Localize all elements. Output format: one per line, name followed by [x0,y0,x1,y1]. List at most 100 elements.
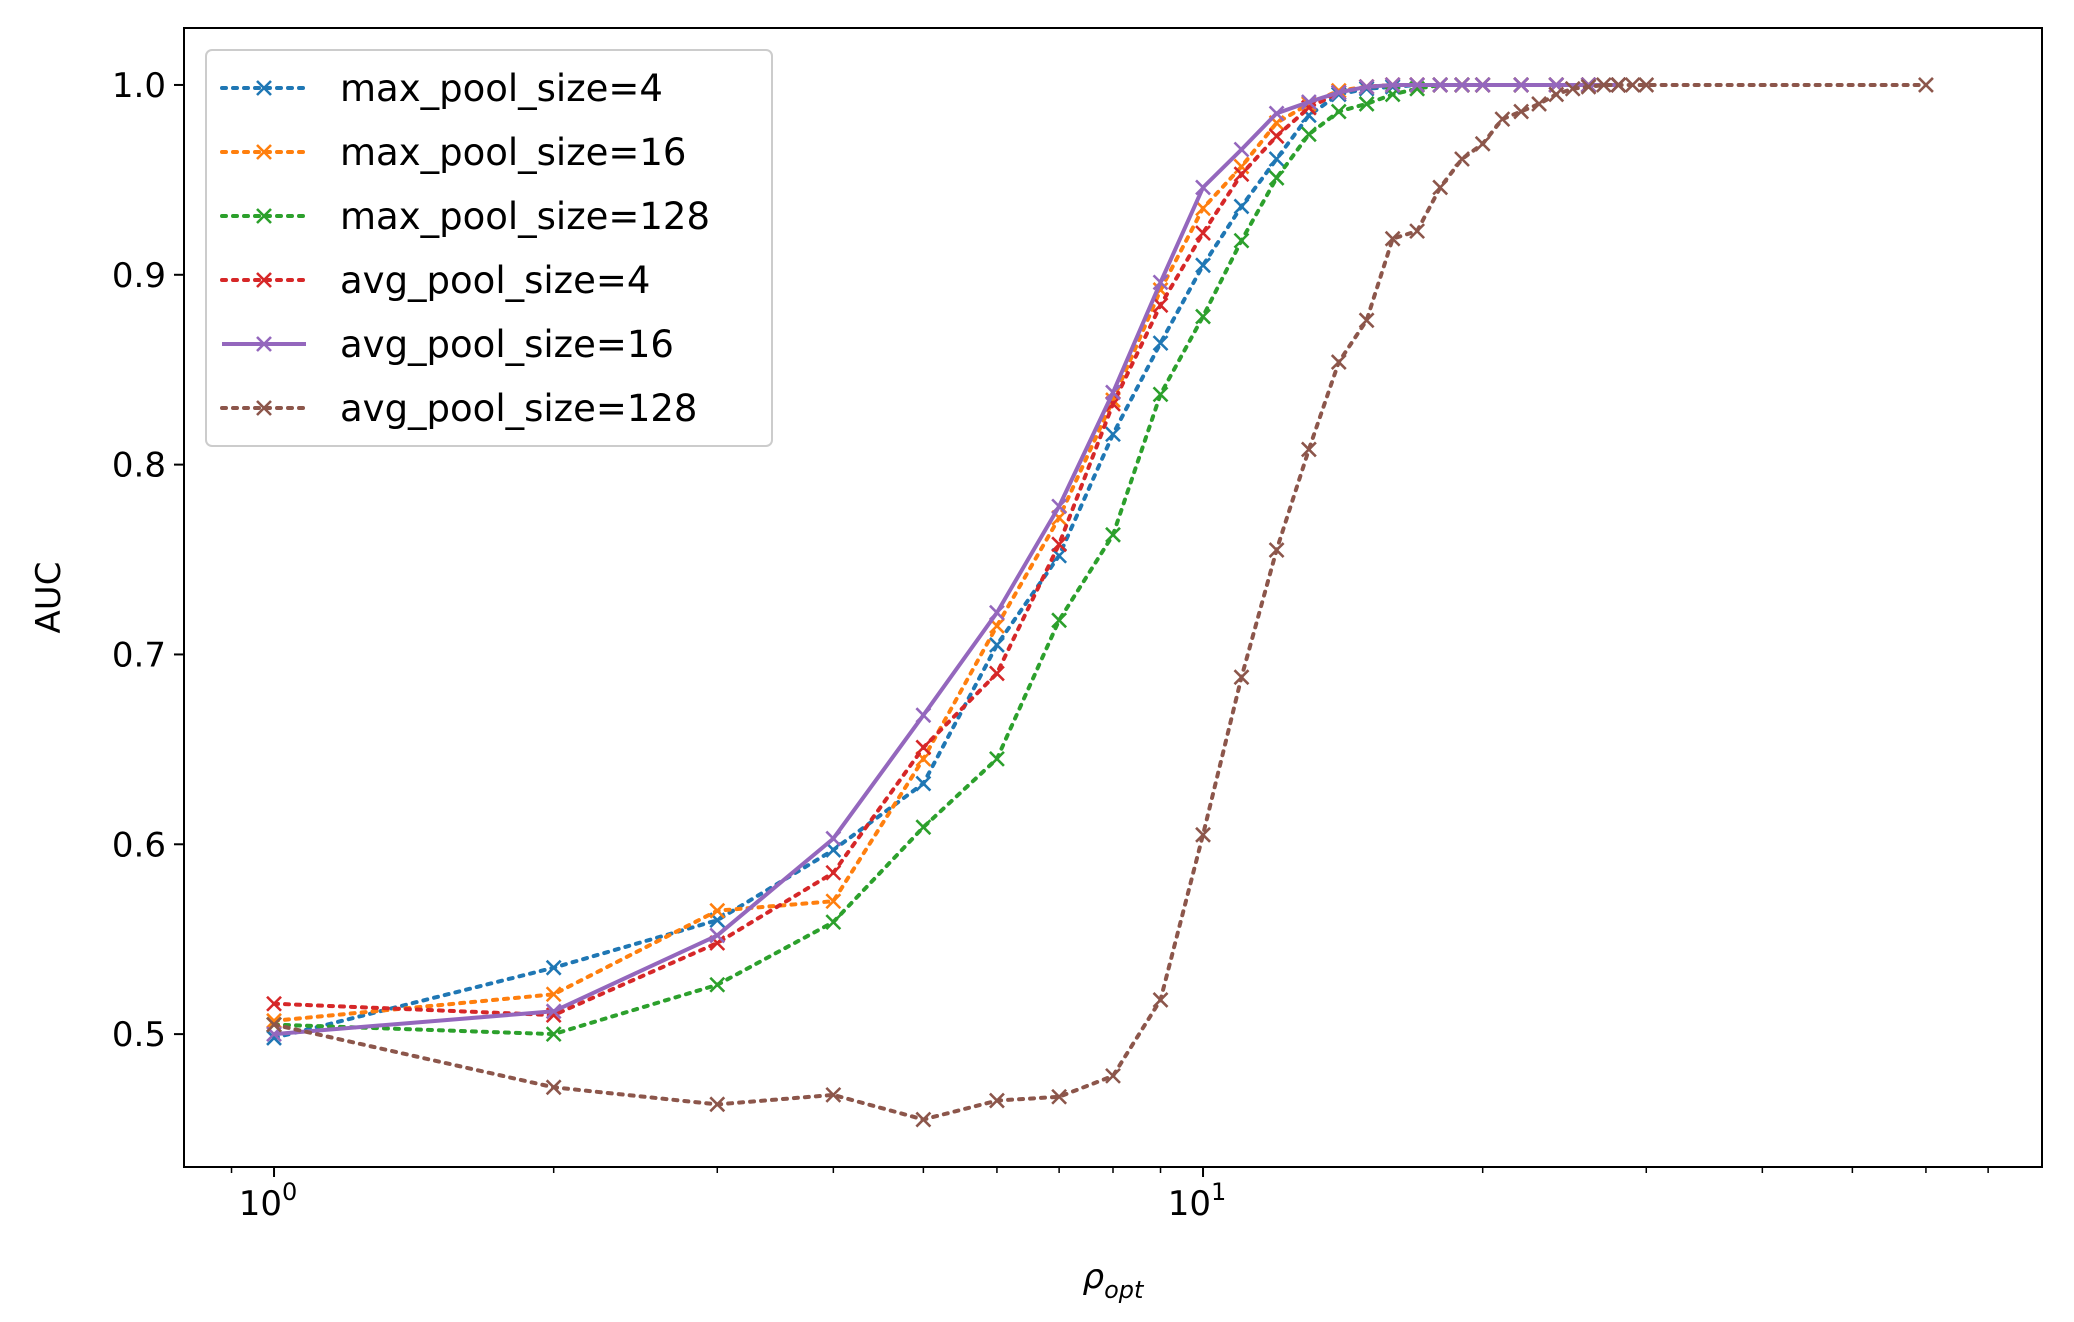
data-point [1051,547,1068,564]
data-point [1233,232,1250,249]
data-point [1638,77,1655,93]
data-point [1051,498,1068,515]
data-point [1051,1088,1068,1105]
series-line [272,83,1621,1018]
data-point [545,986,562,1003]
data-point [1105,1067,1121,1084]
series-line [273,83,1619,1037]
data-point [1268,151,1285,167]
axes: 0.5 0.6 0.7 0.8 0.9 1.0 100 101 [112,66,1989,1224]
data-point [709,927,726,944]
legend-item: avg_pool_size=16 [222,323,674,366]
data-point [1268,105,1285,122]
data-point [1152,386,1169,403]
data-point [1195,225,1211,241]
x-axis-label-symbol: ρ [1083,1257,1105,1297]
data-point [1513,103,1530,120]
data-point [1548,86,1565,103]
data-point [1268,128,1285,145]
y-axis-label: AUC [29,562,69,634]
data-point [1051,536,1068,553]
legend-label: max_pool_size=16 [340,131,686,174]
data-point [825,842,842,858]
data-point [1195,179,1211,196]
data-point [1105,526,1121,543]
data-point [1384,230,1401,247]
data-point [1152,335,1169,352]
legend-box [205,49,773,447]
data-point [1268,542,1285,558]
data-point [1358,312,1375,329]
x-axis-label: ρopt [1083,1257,1146,1304]
legend-item: max_pool_size=16 [220,131,686,174]
legend-marker [256,400,272,416]
data-point [1233,141,1250,158]
data-point [1330,103,1347,120]
data-point [825,864,842,881]
data-point [709,902,726,919]
data-point [1233,166,1250,183]
data-point [989,604,1005,621]
data-point [1454,77,1470,93]
data-point [1330,84,1347,101]
data-point [545,1026,562,1043]
y-tick-label: 0.6 [112,825,166,865]
data-point [915,775,932,792]
series-line [272,83,1621,1040]
x-tick-label: 101 [1168,1178,1227,1224]
series-6 [266,77,1934,1128]
series-line [272,83,1621,1023]
data-point [1233,198,1250,215]
data-point [1624,77,1641,93]
data-point [1268,170,1285,186]
data-point [1531,96,1547,112]
legend-marker [256,272,272,288]
data-point [709,1096,726,1113]
legend-marker [256,80,272,96]
data-point [1358,96,1375,112]
data-point [1195,257,1211,274]
data-point [1152,992,1169,1008]
x-axis-label-subscript: opt [1104,1276,1145,1304]
data-point [1409,77,1426,93]
data-point [915,707,932,724]
data-point [1918,77,1934,93]
data-point [1474,77,1491,93]
data-point [709,976,726,993]
data-point [825,830,842,847]
data-point [1300,126,1317,143]
data-point [1152,274,1169,291]
data-point [1195,200,1211,217]
data-point [1152,297,1169,314]
legend-label: max_pool_size=4 [340,67,663,110]
data-point [1195,308,1211,325]
legend-label: avg_pool_size=128 [340,387,697,430]
legend-item: avg_pool_size=4 [220,259,650,302]
data-point [545,959,562,976]
y-tick-label: 0.7 [112,635,166,675]
data-point [825,914,842,931]
data-point [989,665,1005,682]
data-point [989,750,1005,767]
data-point [1610,77,1627,93]
data-point [915,739,932,756]
data-point [1195,826,1211,843]
data-point [266,1016,282,1033]
data-point [1580,78,1597,95]
data-point [1300,441,1317,458]
data-point [1432,77,1449,93]
data-point [989,637,1005,653]
legend-marker [256,144,272,160]
legend-label: avg_pool_size=4 [340,259,650,302]
data-point [1358,78,1375,95]
legend-marker [256,208,272,224]
data-point [825,893,842,910]
legend-label: max_pool_size=128 [340,195,710,238]
legend-item: max_pool_size=4 [220,67,663,110]
y-tick-label: 0.5 [112,1015,166,1055]
data-point [1474,135,1491,152]
data-point [825,1086,842,1103]
data-point [1330,354,1347,371]
data-point [545,1079,562,1096]
